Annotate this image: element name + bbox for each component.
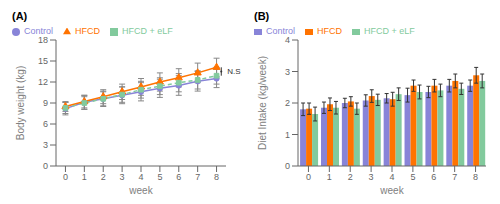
svg-text:week: week xyxy=(379,185,404,194)
svg-text:8: 8 xyxy=(214,172,219,182)
svg-text:5: 5 xyxy=(410,172,415,182)
svg-text:4: 4 xyxy=(138,172,143,182)
svg-text:N.S: N.S xyxy=(227,67,240,76)
svg-text:2: 2 xyxy=(101,172,106,182)
svg-text:3: 3 xyxy=(120,172,125,182)
svg-text:week: week xyxy=(128,185,153,194)
svg-text:12: 12 xyxy=(38,77,48,87)
svg-text:4: 4 xyxy=(389,172,394,182)
html-text:HFCD: HFCD xyxy=(317,26,342,36)
svg-text:2: 2 xyxy=(348,172,353,182)
svg-text:1: 1 xyxy=(82,172,87,182)
svg-text:6: 6 xyxy=(43,119,48,129)
svg-text:1: 1 xyxy=(327,172,332,182)
svg-text:0: 0 xyxy=(285,161,290,171)
svg-text:3: 3 xyxy=(369,172,374,182)
html-text:HFCD + eLF: HFCD + eLF xyxy=(122,26,173,36)
svg-text:3: 3 xyxy=(43,140,48,150)
svg-text:18: 18 xyxy=(38,35,48,45)
html-text:HFCD: HFCD xyxy=(75,26,100,36)
svg-text:2: 2 xyxy=(285,98,290,108)
html-text:Control: Control xyxy=(266,26,295,36)
svg-text:1: 1 xyxy=(285,130,290,140)
svg-text:Diet Intake (kg/week): Diet Intake (kg/week) xyxy=(257,56,268,150)
html-text:(B): (B) xyxy=(254,10,270,22)
svg-text:Body weight (kg): Body weight (kg) xyxy=(15,66,26,140)
svg-text:9: 9 xyxy=(43,98,48,108)
svg-text:8: 8 xyxy=(473,172,478,182)
html-text:HFCD + eLF: HFCD + eLF xyxy=(364,26,415,36)
svg-text:7: 7 xyxy=(195,172,200,182)
html-text:(A): (A) xyxy=(12,10,28,22)
html-text:Control: Control xyxy=(24,26,53,36)
svg-text:0: 0 xyxy=(63,172,68,182)
svg-text:7: 7 xyxy=(452,172,457,182)
svg-text:0: 0 xyxy=(43,161,48,171)
svg-text:4: 4 xyxy=(285,35,290,45)
svg-text:0: 0 xyxy=(306,172,311,182)
svg-text:5: 5 xyxy=(157,172,162,182)
svg-text:3: 3 xyxy=(285,67,290,77)
svg-text:6: 6 xyxy=(176,172,181,182)
svg-text:15: 15 xyxy=(38,56,48,66)
svg-text:6: 6 xyxy=(431,172,436,182)
